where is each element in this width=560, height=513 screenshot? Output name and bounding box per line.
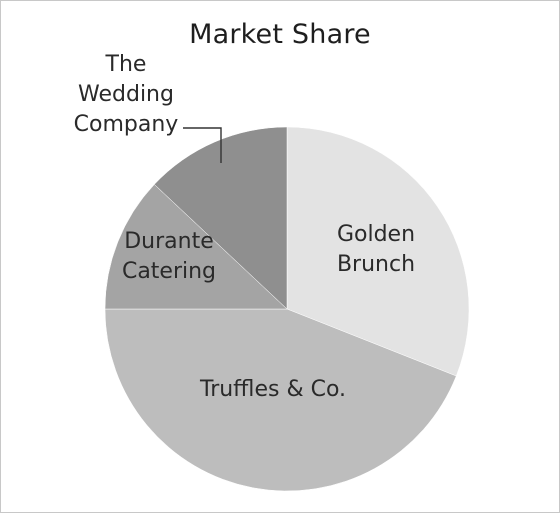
pie-slice-golden-brunch [286, 126, 470, 377]
pie-slice-truffles-co [104, 308, 457, 492]
chart-title: Market Share [189, 19, 371, 50]
pie-slice-the-wedding-company [153, 126, 288, 310]
pie-labels: Golden Brunch Truffles & Co. Durante Caterin… [74, 52, 415, 402]
leader-line-the-wedding-company [183, 127, 222, 163]
pie-slices [104, 126, 470, 492]
slice-label-golden-brunch: Golden Brunch [337, 222, 415, 277]
slice-label-truffles-co: Truffles & Co. [199, 377, 346, 402]
slice-label-durante-catering: Durante Catering [122, 229, 216, 284]
pie-slice-durante-catering [104, 184, 288, 310]
slice-label-the-wedding-company: The Wedding Company [74, 52, 179, 137]
